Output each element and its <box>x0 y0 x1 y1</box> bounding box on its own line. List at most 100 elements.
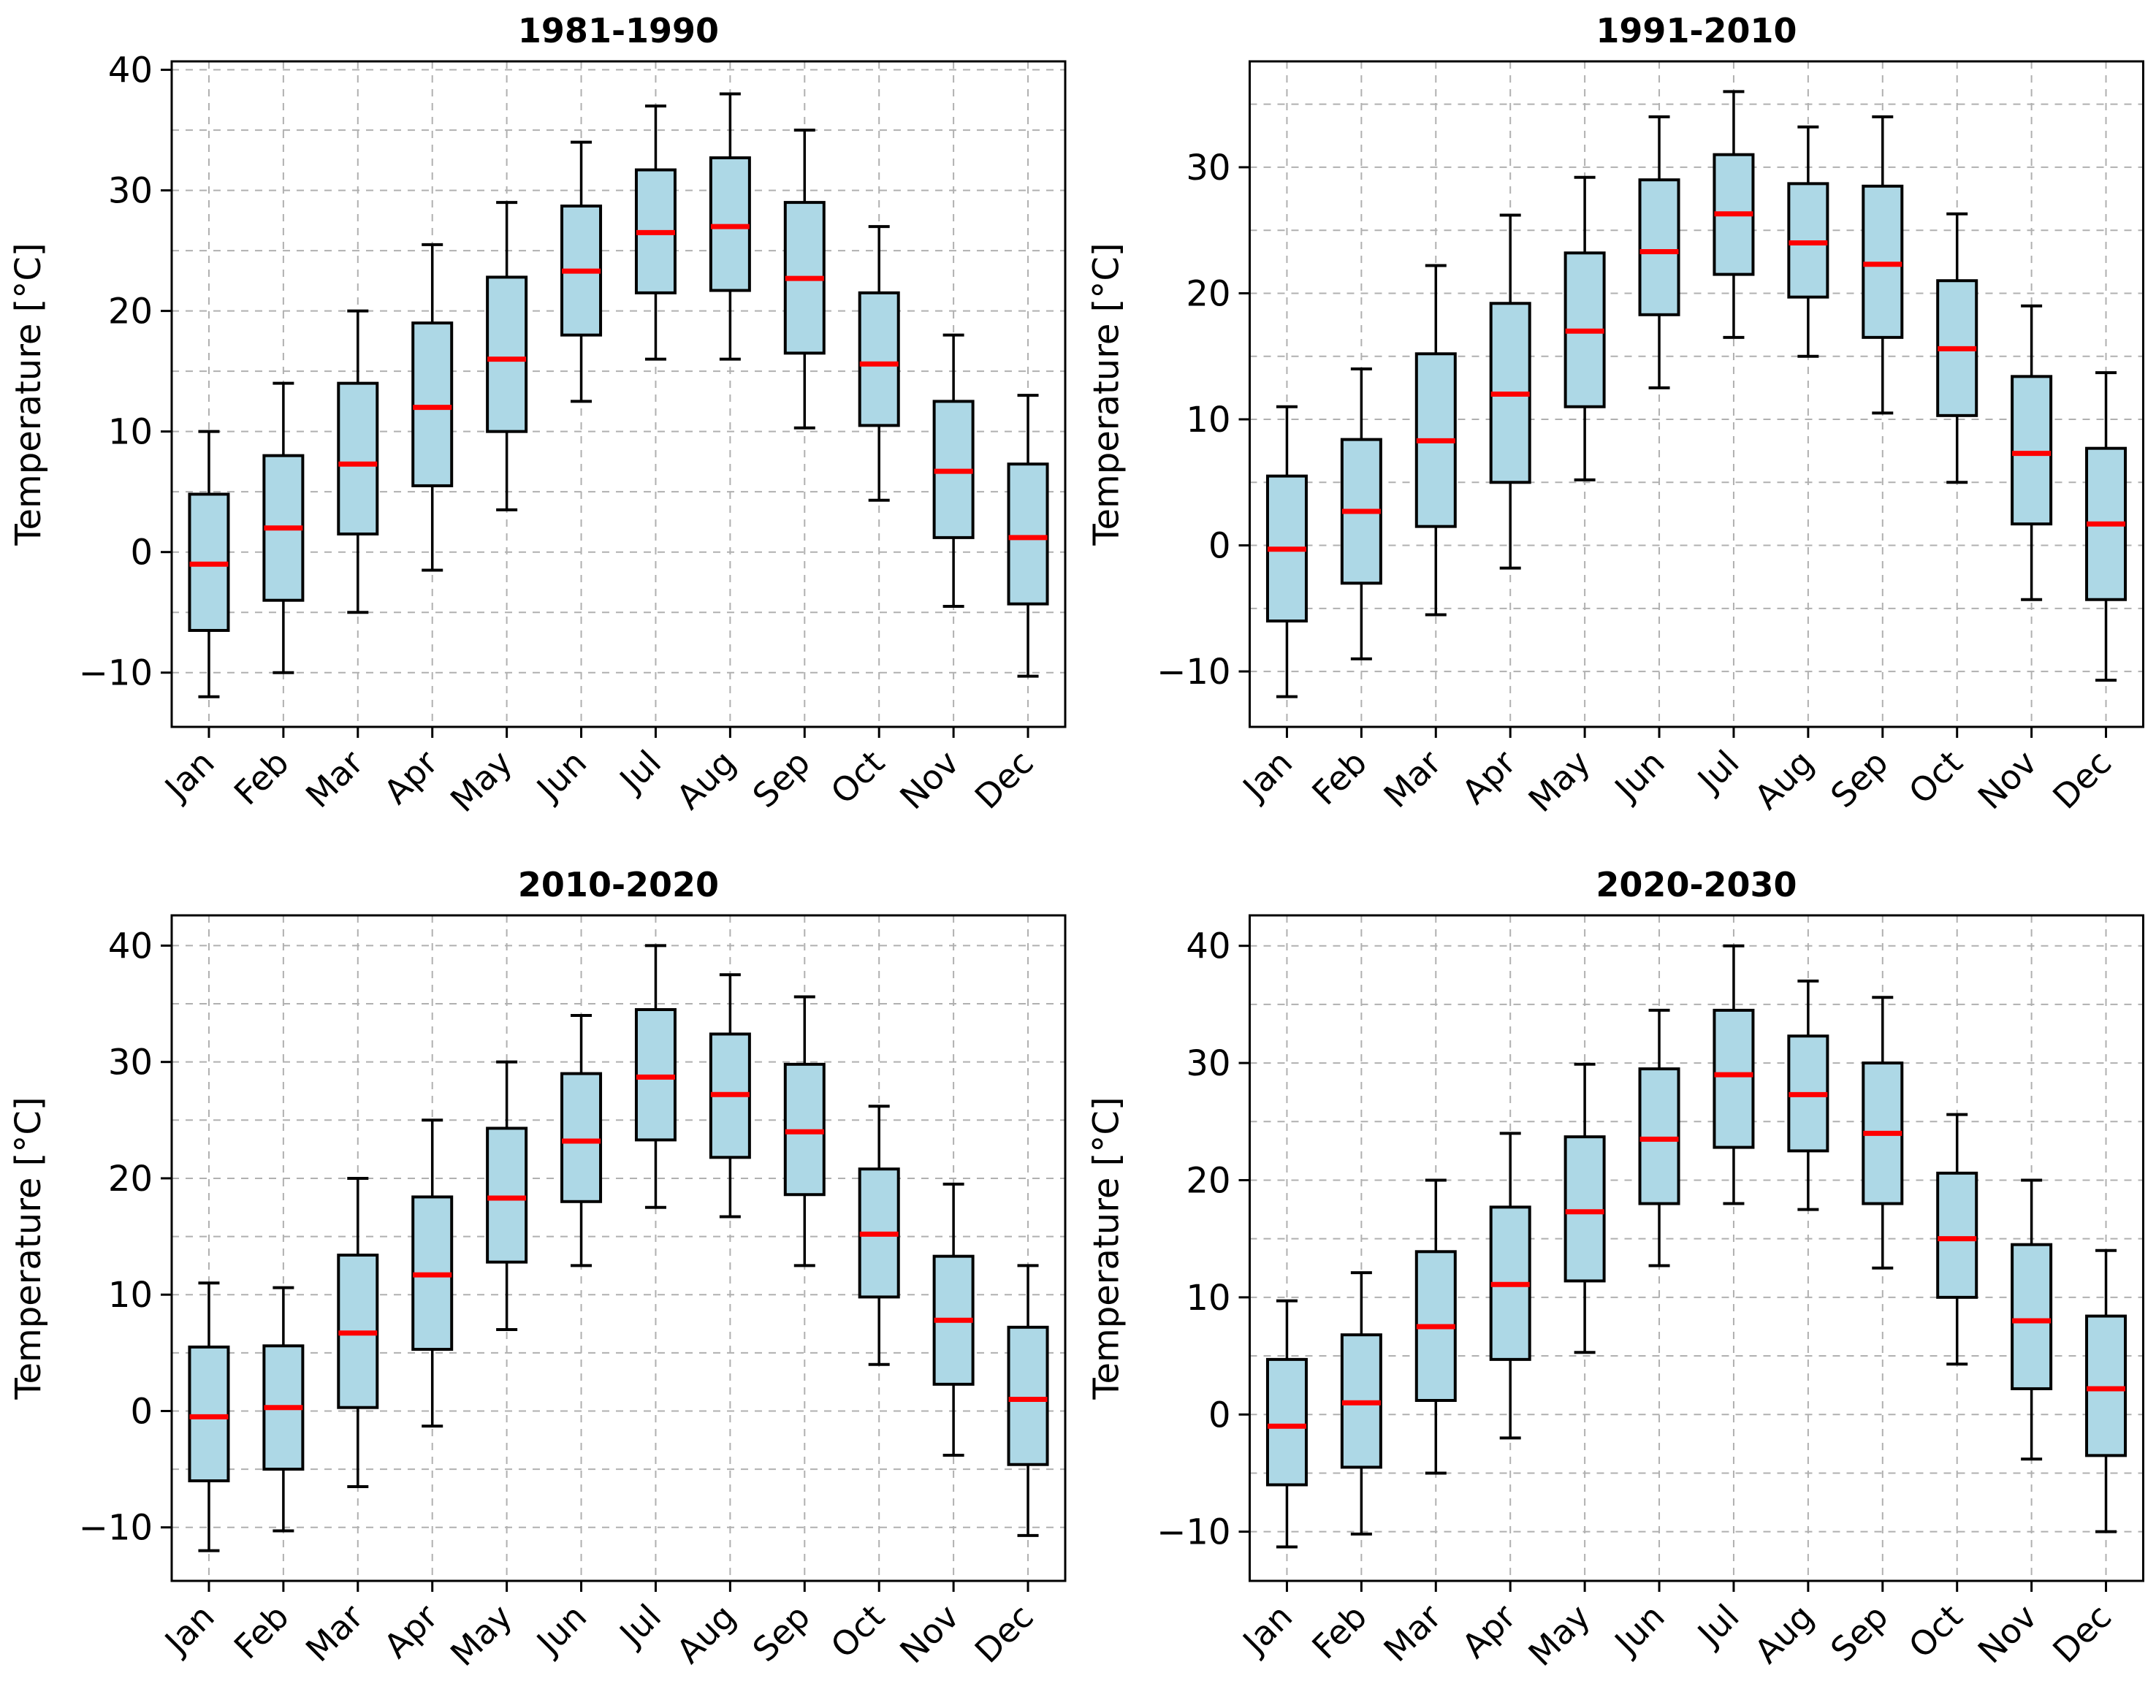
x-tick-label: Jul <box>1688 1597 1747 1655</box>
box-mar <box>337 309 379 614</box>
y-tick-label: −10 <box>1157 652 1230 693</box>
x-tick-label: Jan <box>156 1597 221 1663</box>
box-jan <box>188 430 230 698</box>
y-tick-label: 0 <box>1208 1395 1231 1436</box>
iqr-box <box>1007 462 1049 606</box>
x-tick-label: Apr <box>376 743 446 812</box>
box-feb <box>1340 1271 1382 1536</box>
x-tick-label: Mar <box>298 1597 371 1670</box>
x-tick-label: Nov <box>892 1597 967 1671</box>
y-tick-label: 40 <box>1186 926 1230 967</box>
iqr-box <box>1638 1067 1680 1205</box>
y-tick-label: 30 <box>1186 148 1230 188</box>
x-tick-label: Jan <box>1234 1597 1300 1663</box>
y-axis-label: Temperature [°C] <box>8 243 49 546</box>
iqr-box <box>2011 375 2053 526</box>
subplot-1981-1990: −10 0 10 20 30 40 Jan Feb Mar Apr May Jun Jul Aug Sep O… <box>0 0 1078 854</box>
x-tick-label: Oct <box>1901 743 1970 812</box>
box-apr <box>1489 213 1531 570</box>
box-nov <box>932 1182 975 1457</box>
y-tick-label: 10 <box>108 1275 153 1316</box>
axes-border <box>1249 914 2144 1582</box>
y-tick-label: −10 <box>1157 1512 1230 1553</box>
box-sep <box>783 129 826 430</box>
subplot-2020-2030: −10 0 10 20 30 40 Jan Feb Mar Apr May Jun Jul Aug Sep O… <box>1078 854 2156 1708</box>
x-tick-label: Feb <box>226 1597 297 1667</box>
box-jul <box>1713 944 1755 1205</box>
chart-title: 2020-2030 <box>1596 865 1797 904</box>
x-tick-label: Apr <box>1455 1597 1524 1666</box>
x-tick-label: Jun <box>1606 743 1672 809</box>
x-tick-label: Aug <box>1747 743 1821 817</box>
y-tick-label: 30 <box>108 1042 153 1083</box>
y-tick-label: −10 <box>79 653 153 694</box>
box-aug <box>709 92 751 361</box>
box-nov <box>2011 304 2053 601</box>
box-jul <box>634 104 677 361</box>
x-tick-label: Oct <box>823 743 892 812</box>
chart-title: 2010-2020 <box>518 865 719 904</box>
box-sep <box>783 995 826 1267</box>
y-tick-label: 20 <box>1186 273 1230 314</box>
axes-border <box>170 914 1067 1582</box>
y-tick-label: 20 <box>108 291 153 332</box>
axes-background <box>1249 61 2144 727</box>
x-tick-label: Nov <box>1970 743 2045 817</box>
box-oct <box>858 1105 900 1366</box>
box-jun <box>560 1013 603 1267</box>
box-sep <box>1862 115 1904 415</box>
y-tick-label: 20 <box>108 1159 153 1200</box>
x-tick-label: Jun <box>1606 1597 1672 1663</box>
iqr-box <box>1936 1171 1978 1299</box>
box-jun <box>1638 115 1680 389</box>
box-aug <box>1787 125 1829 358</box>
axes-border <box>170 60 1067 728</box>
box-oct <box>1936 212 1978 484</box>
x-tick-label: Jul <box>611 743 669 801</box>
box-may <box>1563 1062 1606 1354</box>
box-may <box>486 1060 528 1331</box>
box-aug <box>1787 979 1829 1211</box>
axes-background <box>172 61 1065 727</box>
box-may <box>486 201 528 511</box>
box-dec <box>2085 1248 2128 1533</box>
x-tick-label: May <box>1520 1597 1597 1674</box>
x-tick-label: Apr <box>376 1597 446 1666</box>
box-dec <box>1007 1264 1049 1537</box>
y-tick-label: 20 <box>1186 1160 1230 1201</box>
iqr-box <box>486 1126 528 1264</box>
y-tick-label: 10 <box>1186 400 1230 441</box>
x-tick-label: Dec <box>2045 743 2119 817</box>
box-jul <box>1713 90 1755 339</box>
iqr-box <box>1007 1325 1049 1466</box>
box-feb <box>1340 367 1382 660</box>
box-aug <box>709 973 751 1219</box>
y-tick-label: 30 <box>1186 1043 1230 1084</box>
box-sep <box>1862 996 1904 1270</box>
box-oct <box>1936 1113 1978 1366</box>
box-mar <box>337 1176 379 1488</box>
x-tick-label: Jan <box>1234 743 1300 809</box>
x-tick-label: Jul <box>1688 743 1747 801</box>
iqr-box <box>411 321 454 487</box>
box-jun <box>560 140 603 403</box>
box-nov <box>2011 1178 2053 1461</box>
iqr-box <box>1265 1357 1308 1487</box>
x-tick-label: Aug <box>668 1597 743 1671</box>
x-tick-label: May <box>443 743 519 820</box>
box-nov <box>932 333 975 608</box>
box-apr <box>1489 1132 1531 1440</box>
iqr-box <box>188 1345 230 1483</box>
x-tick-label: Nov <box>1970 1597 2045 1671</box>
iqr-box <box>560 1072 603 1203</box>
iqr-box <box>1713 1008 1755 1149</box>
iqr-box <box>2011 1243 2053 1390</box>
iqr-box <box>1563 1135 1606 1283</box>
y-tick-label: 40 <box>108 926 153 967</box>
x-tick-label: Dec <box>967 1597 1041 1671</box>
box-apr <box>411 1118 454 1428</box>
iqr-box <box>486 275 528 433</box>
x-tick-label: Mar <box>298 743 371 816</box>
